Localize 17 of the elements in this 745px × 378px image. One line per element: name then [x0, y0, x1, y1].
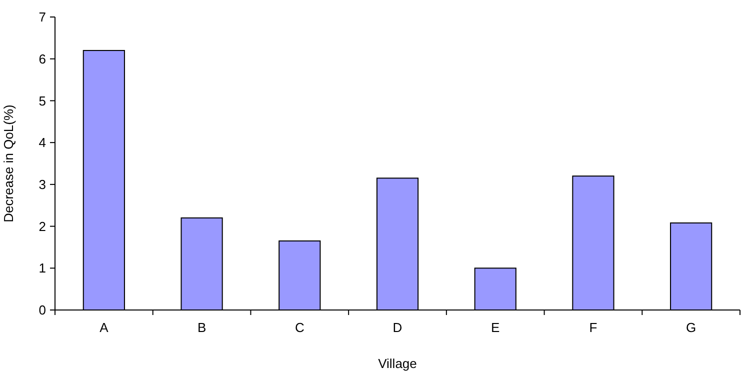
y-tick-label: 5: [38, 93, 46, 108]
x-tick-label: B: [197, 320, 206, 335]
y-tick-label: 4: [38, 135, 46, 150]
y-tick-label: 3: [38, 176, 46, 192]
x-tick-label: E: [491, 320, 500, 335]
y-tick-label: 1: [38, 260, 46, 276]
x-axis-title: Village: [378, 356, 417, 371]
y-tick-label: 2: [38, 218, 46, 234]
y-tick-label: 0: [38, 302, 46, 318]
x-tick-label: A: [100, 320, 109, 335]
x-tick-label: D: [392, 320, 402, 335]
x-tick-label: G: [686, 320, 696, 335]
x-tick-label: C: [294, 320, 304, 335]
y-axis-title: Decrease in QoL(%): [1, 104, 16, 222]
x-tick-label: F: [589, 320, 598, 335]
y-tick-label: 6: [38, 51, 46, 66]
y-tick-label: 7: [38, 10, 46, 25]
